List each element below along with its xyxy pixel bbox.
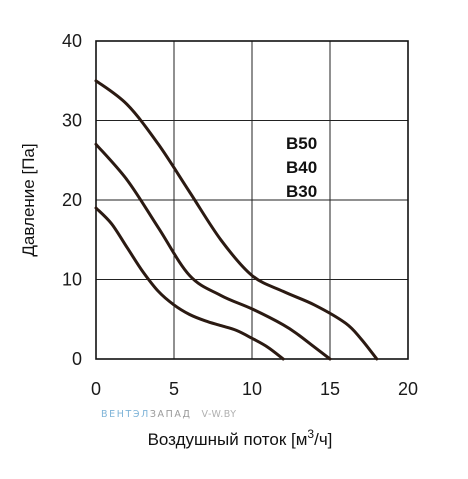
y-tick-label: 10: [62, 270, 82, 290]
y-tick-label: 0: [72, 349, 82, 369]
series-label-b50: B50: [286, 134, 317, 153]
y-axis-title: Давление [Па]: [19, 143, 38, 256]
series-labels: B50 B40 B30: [286, 134, 317, 201]
curve-b30: [94, 206, 285, 361]
y-tick-label: 30: [62, 111, 82, 131]
x-tick-label: 15: [320, 379, 340, 399]
x-tick-label: 5: [169, 379, 179, 399]
plot-frame: [95, 40, 409, 360]
x-ticks: 0 5 10 15 20: [91, 379, 418, 399]
curve-b50: [94, 79, 379, 361]
x-axis-title: Воздушный поток [м3/ч]: [148, 427, 333, 449]
y-tick-label: 20: [62, 190, 82, 210]
x-tick-label: 0: [91, 379, 101, 399]
y-ticks: 0 10 20 30 40: [62, 31, 82, 369]
x-tick-label: 20: [398, 379, 418, 399]
y-tick-label: 40: [62, 31, 82, 51]
curves: [94, 79, 379, 361]
series-label-b40: B40: [286, 158, 317, 177]
series-label-b30: B30: [286, 182, 317, 201]
plot-grid: [95, 40, 409, 360]
x-tick-label: 10: [242, 379, 262, 399]
watermark: ВЕНТЭЛЗАПАД V-W.BY: [101, 409, 237, 420]
curve-b40: [94, 142, 332, 361]
